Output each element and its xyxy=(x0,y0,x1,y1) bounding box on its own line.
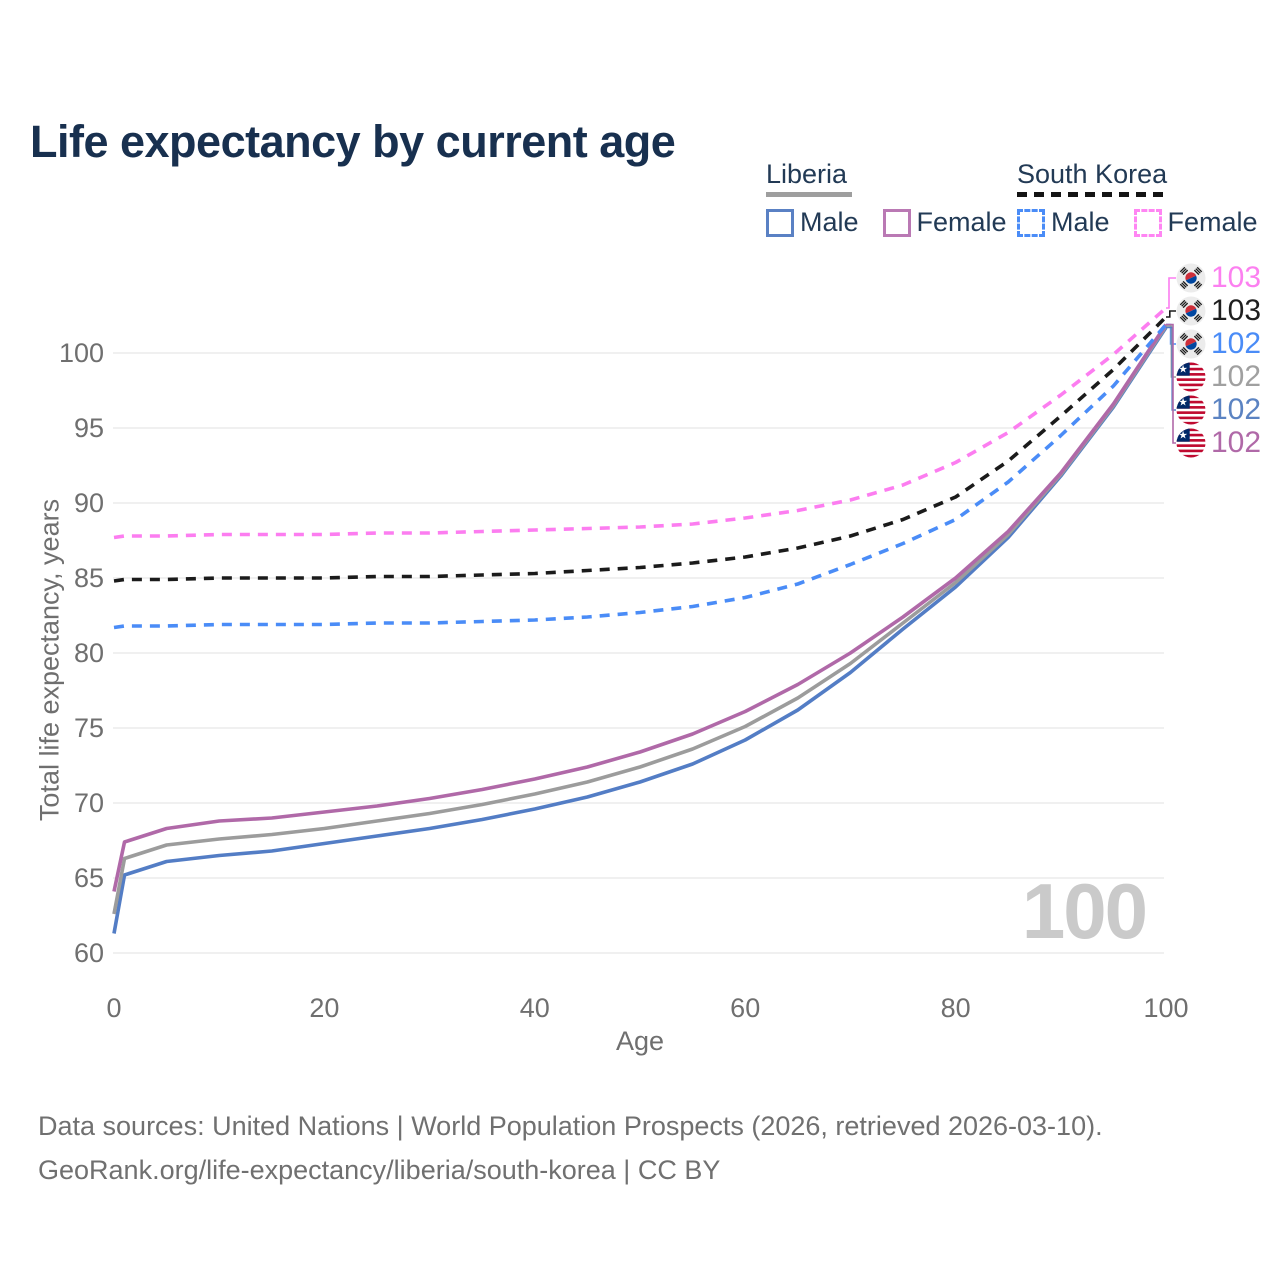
south-korea-flag-icon xyxy=(1176,296,1206,326)
y-tick-label: 90 xyxy=(74,488,104,518)
end-value-label: 102 xyxy=(1211,426,1262,459)
age-watermark: 100 xyxy=(1021,867,1148,955)
legend-group-title-south-korea: South Korea xyxy=(1017,159,1168,189)
dashed-line-swatch-icon xyxy=(1133,208,1162,237)
liberia-flag-icon: ★ xyxy=(1176,395,1206,425)
legend-group-liberia: Liberia Male Female xyxy=(766,160,1007,238)
y-axis-title: Total life expectancy, years xyxy=(34,498,65,822)
svg-text:★: ★ xyxy=(1178,430,1187,442)
x-tick-label: 0 xyxy=(106,993,121,1023)
footer-line-1: Data sources: United Nations | World Pop… xyxy=(38,1111,1103,1141)
end-value-label: 103 xyxy=(1211,261,1262,294)
legend-group-title-liberia: Liberia xyxy=(766,159,848,189)
legend-item-label: Male xyxy=(1051,207,1110,237)
end-label-leader-line xyxy=(1166,323,1176,444)
svg-text:★: ★ xyxy=(1178,397,1187,409)
end-value-label: 102 xyxy=(1211,393,1262,426)
series-line-liberia-total xyxy=(112,325,1168,915)
end-value-label: 103 xyxy=(1211,294,1262,327)
x-tick-label: 40 xyxy=(520,993,550,1023)
dashed-line-swatch-icon xyxy=(1017,208,1045,237)
end-value-label: 102 xyxy=(1211,327,1262,360)
svg-text:★: ★ xyxy=(1178,364,1187,376)
page-title: Life expectancy by current age xyxy=(30,116,676,168)
y-tick-label: 80 xyxy=(74,638,104,668)
solid-line-swatch-icon xyxy=(766,208,794,237)
series-line-korea-total xyxy=(113,315,1168,583)
x-tick-label: 20 xyxy=(309,993,339,1023)
y-tick-label: 70 xyxy=(74,788,104,818)
x-axis-title: Age xyxy=(615,1026,665,1056)
y-tick-label: 65 xyxy=(74,863,104,893)
series-line-korea-male xyxy=(113,323,1168,630)
x-tick-label: 80 xyxy=(941,993,971,1023)
y-tick-label: 95 xyxy=(74,413,104,443)
series-line-liberia-female xyxy=(112,323,1168,892)
y-tick-label: 85 xyxy=(74,563,104,593)
legend-item-label: Female xyxy=(916,207,1007,237)
data-source-footer: Data sources: United Nations | World Pop… xyxy=(38,1104,1103,1192)
legend-item-south-korea-male[interactable]: Male xyxy=(1017,207,1110,238)
x-tick-label: 100 xyxy=(1143,993,1188,1023)
south-korea-flag-icon xyxy=(1176,263,1206,293)
end-label-leader-line xyxy=(1166,277,1176,309)
legend-group-south-korea: South Korea Male Female xyxy=(1017,160,1258,238)
solid-line-swatch-icon xyxy=(882,208,911,237)
legend-item-label: Female xyxy=(1167,207,1258,237)
series-line-korea-female xyxy=(113,306,1168,540)
legend-underline-liberia xyxy=(766,192,852,197)
legend-underline-south-korea xyxy=(1017,192,1163,197)
liberia-flag-icon: ★ xyxy=(1176,428,1206,458)
series-line-liberia-male xyxy=(112,326,1168,934)
south-korea-flag-icon xyxy=(1176,329,1206,359)
end-label-leader-line xyxy=(1166,310,1176,318)
legend-item-south-korea-female[interactable]: Female xyxy=(1133,207,1258,238)
y-tick-label: 100 xyxy=(59,338,104,368)
x-tick-label: 60 xyxy=(730,993,760,1023)
y-tick-label: 60 xyxy=(74,938,104,968)
end-value-label: 102 xyxy=(1211,360,1262,393)
legend-item-liberia-female[interactable]: Female xyxy=(882,207,1007,238)
liberia-flag-icon: ★ xyxy=(1176,362,1206,392)
end-label-leader-line xyxy=(1166,325,1176,378)
footer-line-2: GeoRank.org/life-expectancy/liberia/sout… xyxy=(38,1155,721,1185)
legend-item-liberia-male[interactable]: Male xyxy=(766,207,859,238)
legend-item-label: Male xyxy=(800,207,859,237)
y-tick-label: 75 xyxy=(74,713,104,743)
